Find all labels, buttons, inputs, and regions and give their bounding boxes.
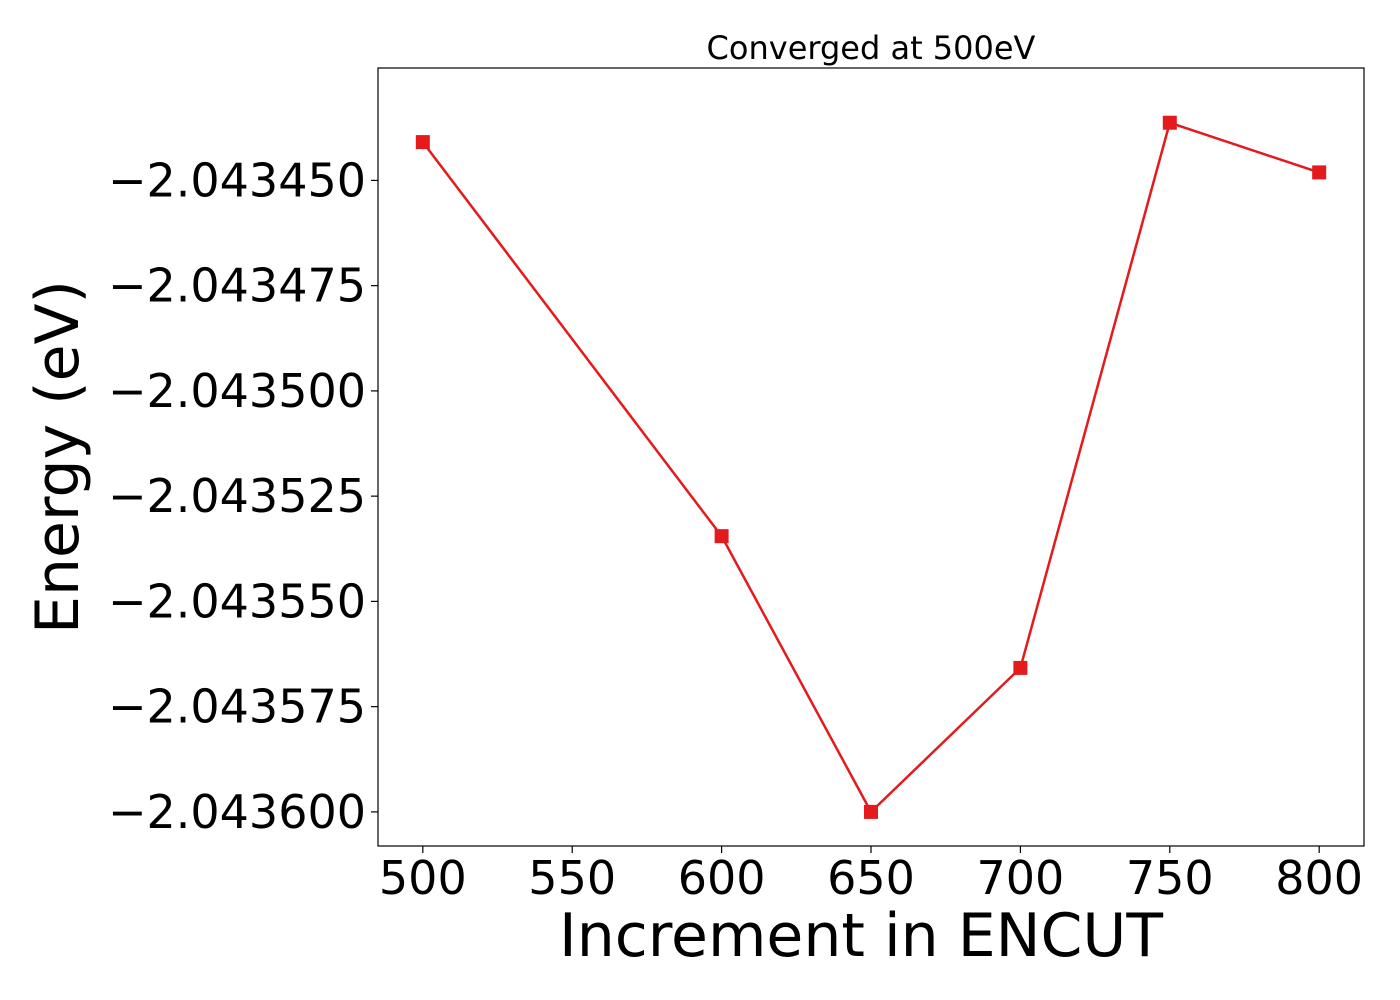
x-tick-label: 600 <box>678 851 766 905</box>
chart-title: Converged at 500eV <box>707 29 1036 67</box>
plot-area-frame <box>377 67 1365 847</box>
y-tick-label: −2.043525 <box>108 469 366 523</box>
y-tick-label: −2.043475 <box>108 259 366 313</box>
x-tick-label: 650 <box>827 851 915 905</box>
x-tick-label: 500 <box>379 851 467 905</box>
data-point <box>415 135 430 150</box>
data-point <box>864 804 878 819</box>
y-tick-label: −2.043600 <box>108 785 366 839</box>
y-tick-label: −2.043450 <box>108 153 366 207</box>
y-axis: −2.043450 −2.043475 −2.043500 −2.043525 −2.0… <box>108 153 378 839</box>
x-axis: 500 550 600 650 700 750 800 <box>379 846 1363 905</box>
data-point <box>1013 660 1028 675</box>
x-tick-label: 550 <box>528 851 616 905</box>
y-axis-label: Energy (eV) <box>23 280 93 634</box>
x-axis-label: Increment in ENCUT <box>559 901 1163 971</box>
x-tick-label: 700 <box>976 851 1064 905</box>
data-point <box>1312 165 1327 180</box>
series-line <box>421 121 1320 814</box>
y-tick-label: −2.043550 <box>108 574 366 628</box>
series-group <box>415 115 1327 819</box>
x-tick-label: 800 <box>1275 851 1363 905</box>
y-tick-label: −2.043500 <box>108 364 366 418</box>
y-tick-label: −2.043575 <box>108 680 366 734</box>
data-point <box>714 529 729 544</box>
data-point <box>1162 115 1177 130</box>
x-tick-label: 750 <box>1126 851 1214 905</box>
